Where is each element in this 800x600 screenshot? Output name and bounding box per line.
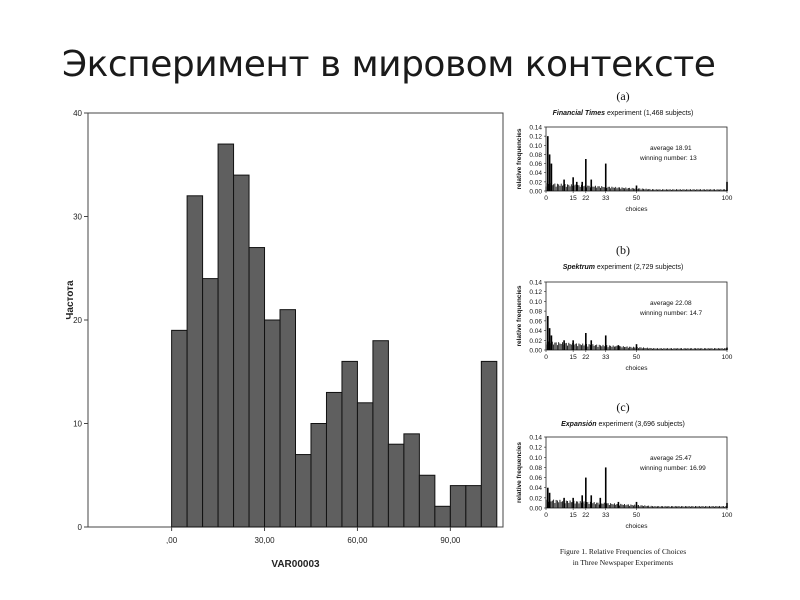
annotation-winning-number: winning number: 14.7 xyxy=(639,310,703,317)
x-tick-label: 30,00 xyxy=(255,536,276,545)
y-tick-label: 0.06 xyxy=(529,475,542,482)
y-axis-label: Частота xyxy=(65,280,76,320)
x-tick-label: 33 xyxy=(602,354,610,361)
y-tick-label: 0.00 xyxy=(529,348,542,355)
histogram-bar xyxy=(372,340,389,528)
panel-title-italic: Financial Times xyxy=(553,110,605,117)
x-axis-label: choices xyxy=(625,365,648,372)
y-tick-label: 30 xyxy=(73,213,82,222)
x-tick-label: 100 xyxy=(722,195,733,202)
x-tick-label: 60,00 xyxy=(347,536,368,545)
x-tick-label: 33 xyxy=(602,195,610,202)
y-tick-label: 0.06 xyxy=(529,318,542,325)
histogram-bar xyxy=(279,309,296,528)
panel-label: (b) xyxy=(616,243,630,257)
y-axis-label: relative frequencies xyxy=(516,128,523,189)
y-tick-label: 0.04 xyxy=(529,170,542,177)
y-tick-label: 0.12 xyxy=(529,289,542,296)
x-tick-label: 22 xyxy=(582,195,590,202)
x-tick-label: 22 xyxy=(582,512,590,519)
panel-title-italic: Spektrum xyxy=(563,264,595,271)
x-tick-label: 100 xyxy=(722,354,733,361)
y-tick-label: 0.14 xyxy=(529,435,542,442)
x-tick-label: 15 xyxy=(570,512,578,519)
panel-frame xyxy=(545,436,728,509)
x-tick-label: 15 xyxy=(570,354,578,361)
y-tick-label: 0 xyxy=(78,523,83,532)
y-tick-label: 0.10 xyxy=(529,299,542,306)
x-tick-label: 50 xyxy=(633,195,641,202)
x-tick-label: 33 xyxy=(602,512,610,519)
y-tick-label: 0.02 xyxy=(529,338,542,345)
y-tick-label: 0.08 xyxy=(529,309,542,316)
panel-title-rest: experiment (1,468 subjects) xyxy=(605,110,693,117)
y-tick-label: 0.00 xyxy=(529,189,542,196)
annotation-average: average 22.08 xyxy=(650,300,692,307)
histogram-bar xyxy=(418,474,436,528)
y-tick-label: 20 xyxy=(73,316,82,325)
panel-label: (c) xyxy=(616,400,629,414)
y-tick-label: 0.02 xyxy=(529,179,542,186)
y-tick-label: 0.12 xyxy=(529,134,542,141)
panel-title: Expansión experiment (3,696 subjects) xyxy=(561,421,685,428)
y-tick-label: 0.10 xyxy=(529,455,542,462)
y-tick-label: 0.14 xyxy=(529,280,542,287)
figure-caption-line1: Figure 1. Relative Frequencies of Choice… xyxy=(560,547,686,556)
y-axis-label: relative frequencies xyxy=(516,442,523,503)
y-tick-label: 0.08 xyxy=(529,465,542,472)
slide-title: Эксперимент в мировом контексте xyxy=(62,44,716,85)
y-tick-label: 0.06 xyxy=(529,161,542,168)
y-tick-label: 0.00 xyxy=(529,506,542,513)
x-tick-label: 0 xyxy=(544,512,548,519)
y-tick-label: 40 xyxy=(73,109,82,118)
panel-title-italic: Expansión xyxy=(561,421,596,428)
x-tick-label: 0 xyxy=(544,354,548,361)
x-axis-label: choices xyxy=(625,523,648,530)
y-tick-label: 0.14 xyxy=(529,125,542,132)
x-tick-label: 50 xyxy=(633,512,641,519)
y-tick-label: 0.04 xyxy=(529,485,542,492)
y-tick-label: 0.02 xyxy=(529,495,542,502)
x-tick-label: 90,00 xyxy=(440,536,461,545)
panel-title: Financial Times experiment (1,468 subjec… xyxy=(553,110,694,117)
y-tick-label: 0.12 xyxy=(529,445,542,452)
x-tick-label: 15 xyxy=(570,195,578,202)
panel-title-rest: experiment (2,729 subjects) xyxy=(595,264,683,271)
panel-title: Spektrum experiment (2,729 subjects) xyxy=(563,264,684,271)
histogram-bar xyxy=(480,360,498,528)
x-tick-label: 50 xyxy=(633,354,641,361)
y-tick-label: 0.10 xyxy=(529,143,542,150)
x-tick-label: ,00 xyxy=(166,536,178,545)
annotation-average: average 18.91 xyxy=(650,145,692,152)
x-axis-label: VAR00003 xyxy=(271,559,320,570)
annotation-winning-number: winning number: 13 xyxy=(639,155,697,162)
x-axis-label: choices xyxy=(625,206,648,213)
x-tick-label: 22 xyxy=(582,354,590,361)
panel-title-rest: experiment (3,696 subjects) xyxy=(597,421,685,428)
panel-label: (a) xyxy=(616,89,629,103)
y-axis-label: relative frequencies xyxy=(516,285,523,346)
y-tick-label: 0.08 xyxy=(529,152,542,159)
x-tick-label: 0 xyxy=(544,195,548,202)
figure-caption-line2: in Three Newspaper Experiments xyxy=(573,558,674,567)
x-tick-label: 100 xyxy=(722,512,733,519)
annotation-winning-number: winning number: 16.99 xyxy=(639,465,706,472)
y-tick-label: 10 xyxy=(73,420,82,429)
annotation-average: average 25.47 xyxy=(650,455,692,462)
y-tick-label: 0.04 xyxy=(529,328,542,335)
